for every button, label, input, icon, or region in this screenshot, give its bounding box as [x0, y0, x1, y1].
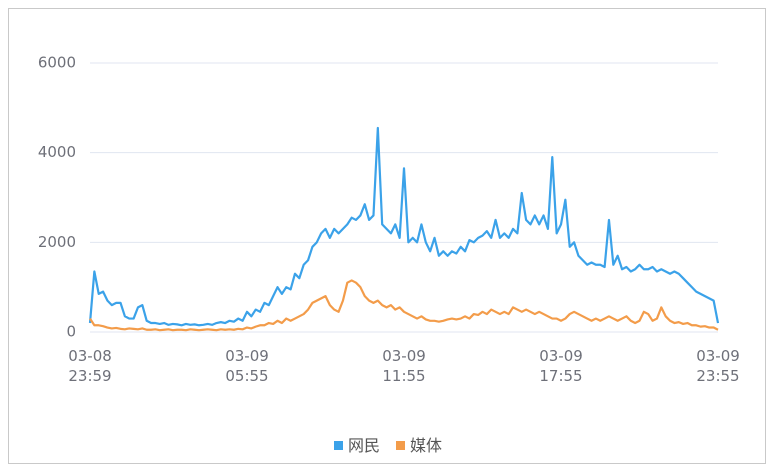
y-tick-label: 2000	[38, 233, 76, 251]
y-tick-label: 6000	[38, 54, 76, 72]
legend-swatch	[333, 441, 343, 450]
x-tick-label: 03-09 17:55	[539, 347, 583, 385]
series-line	[89, 279, 719, 332]
y-tick-label: 4000	[38, 143, 76, 161]
x-tick-label: 03-09 23:55	[696, 347, 740, 385]
x-tick-label: 03-09 05:55	[225, 347, 269, 385]
x-tick-label: 03-09 11:55	[382, 347, 426, 385]
y-tick-label: 0	[66, 323, 76, 341]
legend-label: 网民	[347, 436, 380, 455]
series-line	[88, 126, 720, 327]
legend-item[interactable]: 网民	[333, 432, 380, 456]
frame	[8, 8, 766, 464]
legend-swatch	[396, 441, 405, 450]
x-tick-label: 03-08 23:59	[68, 347, 112, 385]
legend-label: 媒体	[410, 436, 443, 455]
legend: 网民 媒体	[0, 432, 776, 456]
legend-item[interactable]: 媒体	[396, 432, 442, 456]
